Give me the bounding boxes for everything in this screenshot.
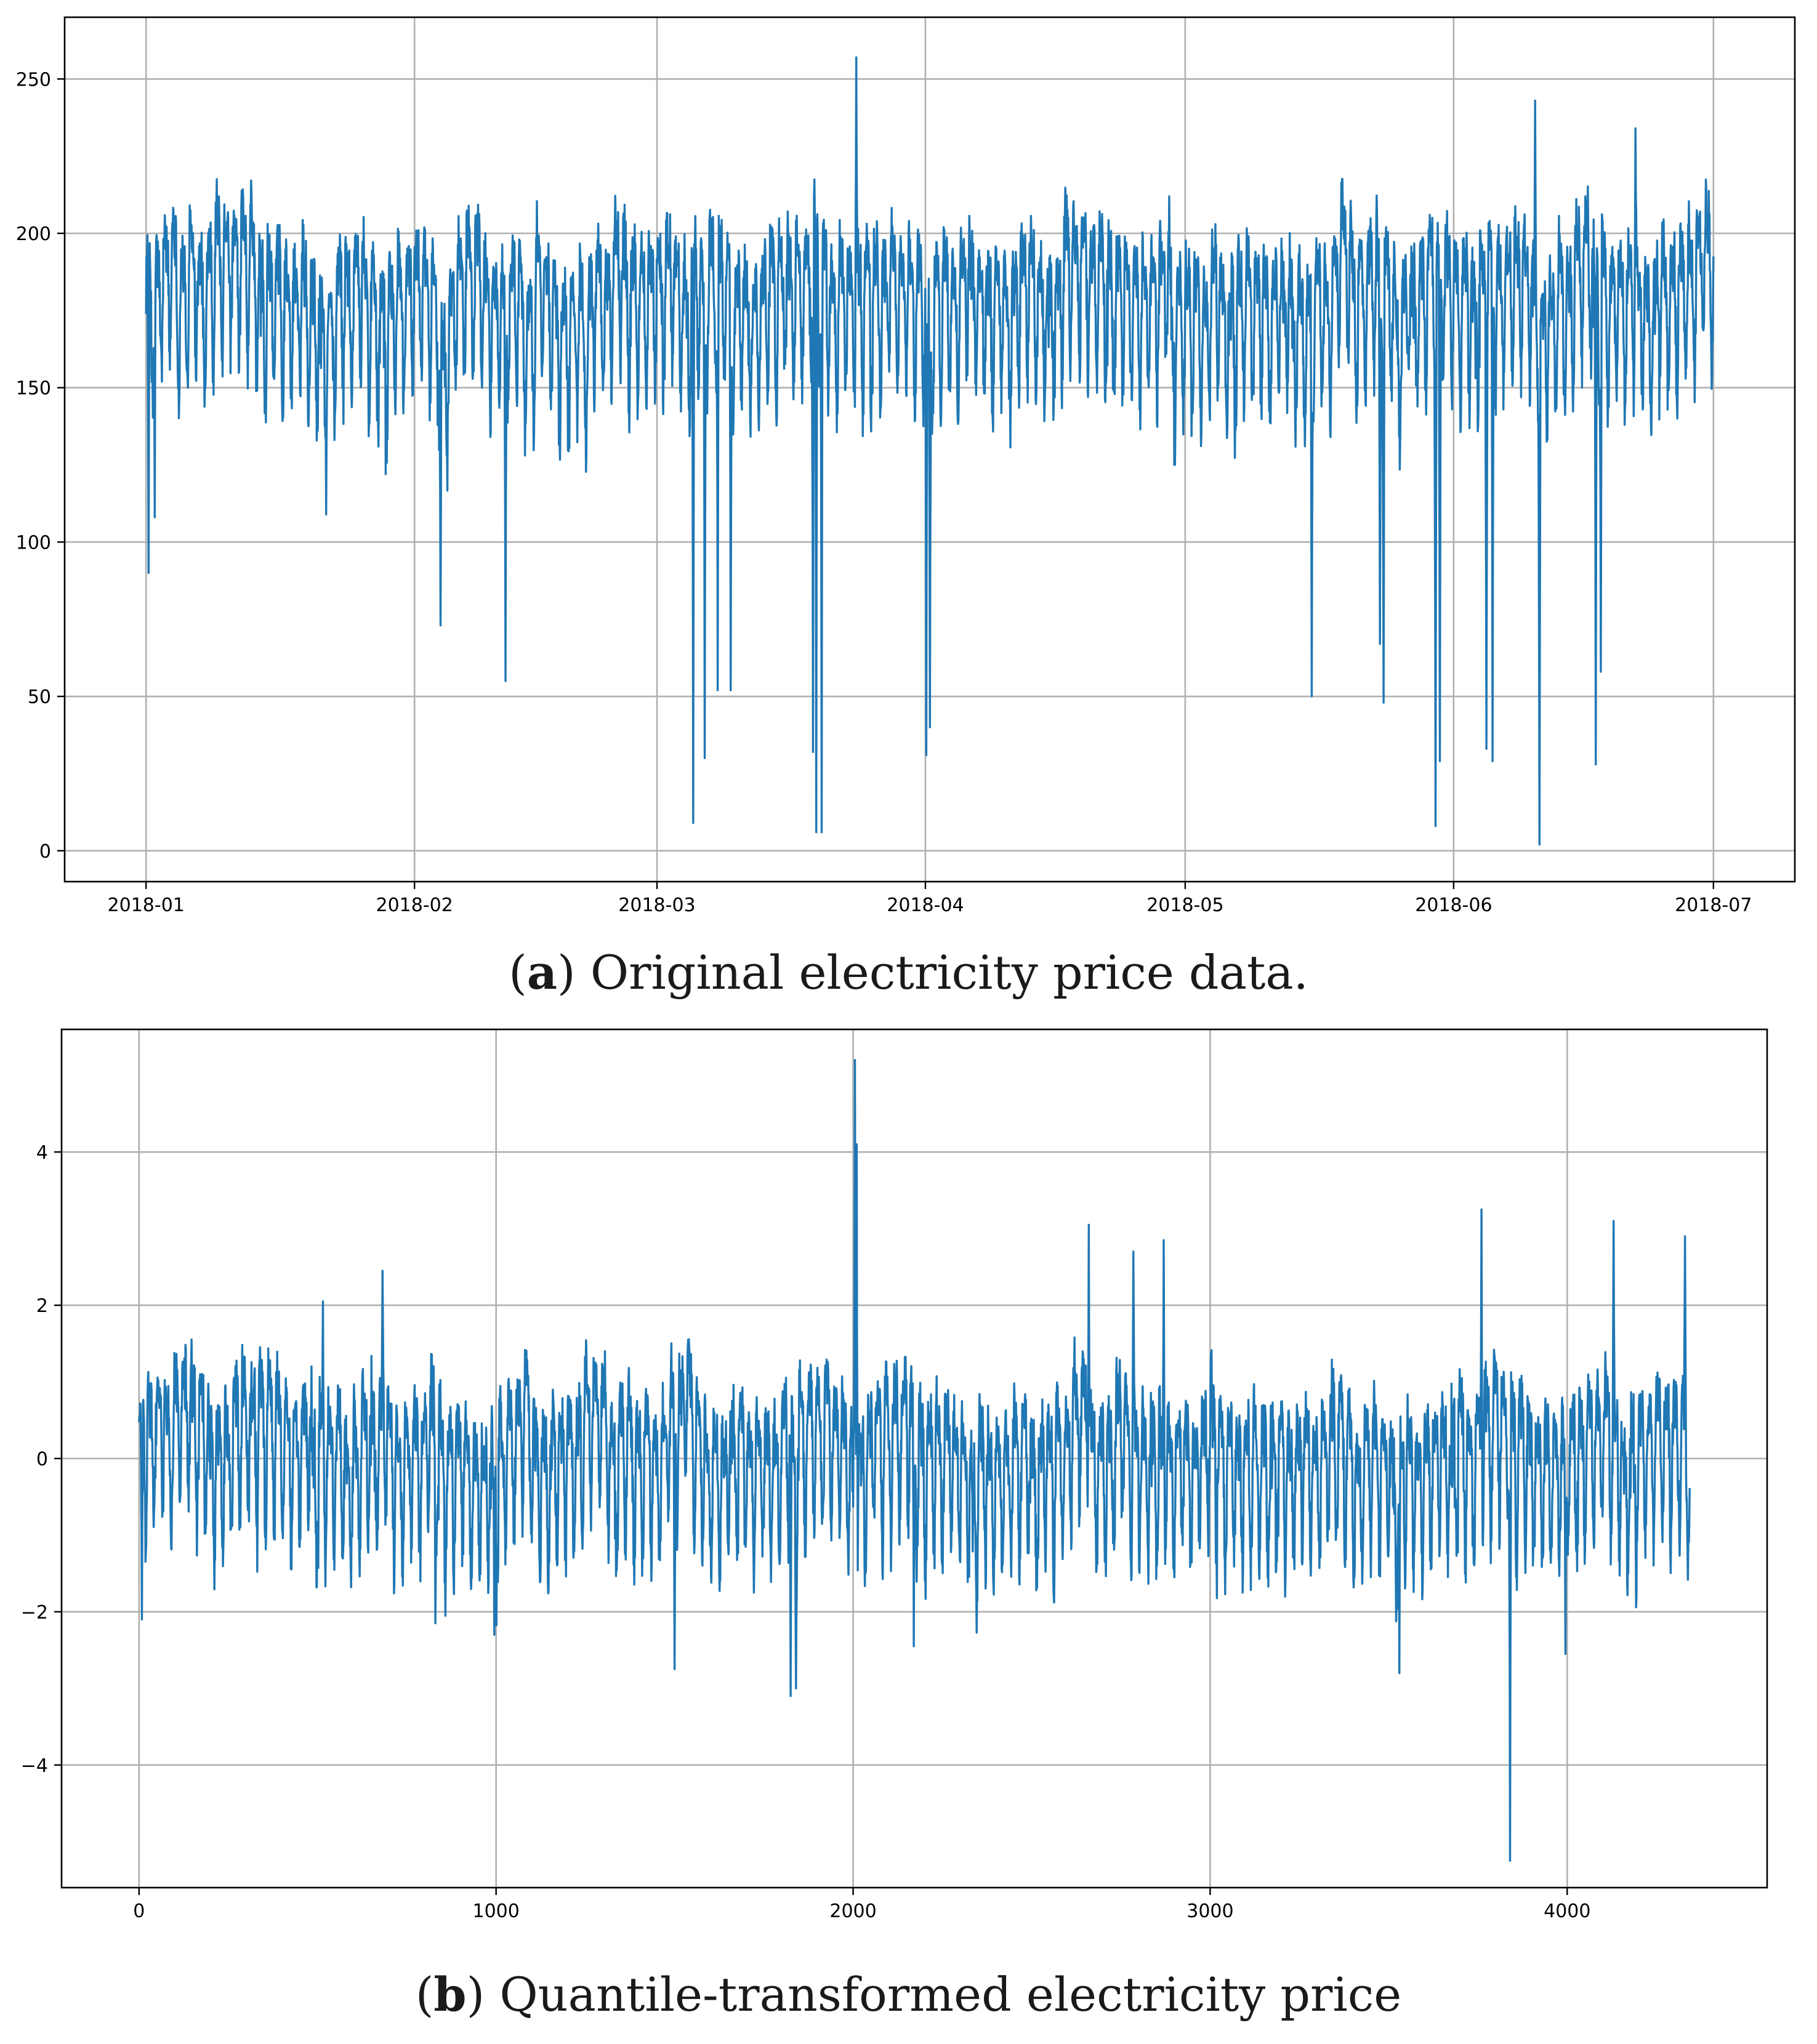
x-tick-label: 2018-04: [887, 895, 964, 916]
caption-b: (b) Quantile-transformed electricity pri…: [415, 1967, 1402, 2022]
y-tick-label: 50: [28, 686, 51, 708]
x-tick-label: 4000: [1544, 1901, 1590, 1922]
y-tick-label: 200: [16, 223, 51, 245]
x-tick-label: 2018-07: [1675, 895, 1752, 916]
y-tick-label: 2: [36, 1295, 48, 1317]
tick-labels: 2018-01 2018-02 2018-03 2018-04 2018-05 2018-…: [16, 69, 1752, 916]
figure-b: 0 1000 2000 3000 4000 −4 −2 0 2 4 (b) Quantile-tr…: [0, 1016, 1817, 2044]
y-tick-label: 0: [39, 841, 51, 863]
x-tick-label: 2018-06: [1415, 895, 1492, 916]
tick-labels: 0 1000 2000 3000 4000 −4 −2 0 2 4: [21, 1142, 1591, 1922]
y-tick-label: −2: [21, 1602, 48, 1624]
x-tick-label: 2000: [829, 1901, 876, 1922]
y-tick-label: 100: [16, 532, 51, 553]
caption-a-label: a: [526, 945, 557, 1000]
caption-b-text: Quantile-transformed electricity price: [485, 1967, 1402, 2022]
chart-b: 0 1000 2000 3000 4000 −4 −2 0 2 4: [21, 1028, 1768, 1922]
x-tick-label: 2018-01: [108, 895, 185, 916]
x-tick-label: 2018-02: [376, 895, 453, 916]
series-line-transformed-price: [138, 1059, 1691, 1862]
chart-a: 2018-01 2018-02 2018-03 2018-04 2018-05 2018-…: [16, 16, 1796, 916]
x-tick-label: 0: [133, 1901, 145, 1922]
x-tick-label: 2018-05: [1146, 895, 1223, 916]
y-tick-label: 250: [16, 69, 51, 91]
x-tick-label: 2018-03: [618, 895, 695, 916]
x-tick-label: 3000: [1186, 1901, 1233, 1922]
figure-a: 2018-01 2018-02 2018-03 2018-04 2018-05 2018-…: [0, 0, 1817, 1016]
caption-a: (a) Original electricity price data.: [509, 945, 1308, 1000]
y-tick-label: −4: [21, 1755, 48, 1777]
series-line-price: [145, 56, 1715, 846]
caption-a-text: Original electricity price data.: [575, 945, 1308, 1000]
y-tick-label: 150: [16, 378, 51, 400]
y-tick-label: 4: [36, 1142, 48, 1164]
plot-frame: [63, 16, 1796, 883]
caption-b-label: b: [433, 1967, 467, 2022]
y-tick-label: 0: [36, 1449, 48, 1470]
x-tick-label: 1000: [473, 1901, 520, 1922]
